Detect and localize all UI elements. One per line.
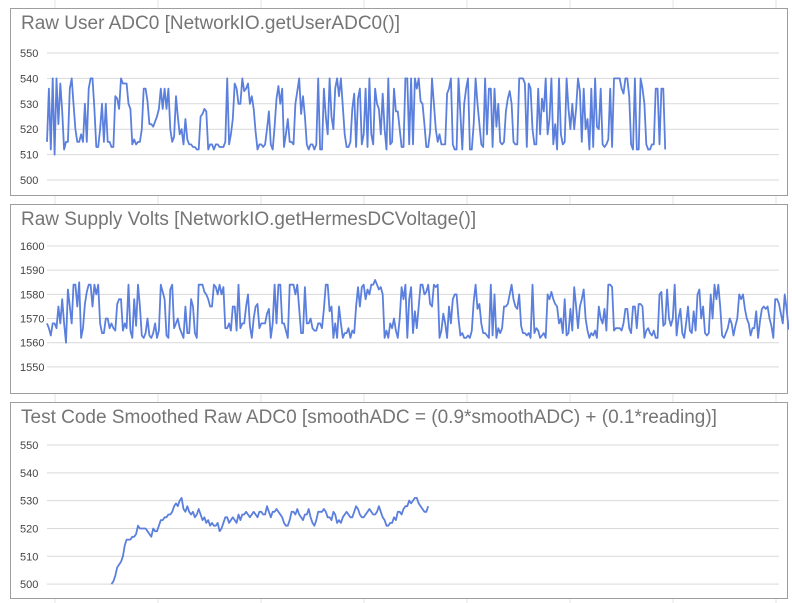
y-tick-label: 540 [20, 73, 38, 85]
y-tick-label: 510 [20, 150, 38, 162]
y-tick-label: 540 [20, 468, 38, 480]
chart-panel-user-adc0[interactable]: 500 510 520 530 540 550 Raw User ADC0 [Networ… [10, 8, 788, 196]
y-tick-label: 530 [20, 496, 38, 508]
series-line [46, 77, 667, 156]
y-tick-label: 1580 [20, 289, 44, 301]
series-line [110, 497, 430, 585]
y-tick-label: 1560 [20, 338, 44, 350]
supply-volts-plot: 1550 1560 1570 1580 1590 1600 [20, 241, 789, 374]
y-tick-label: 520 [20, 124, 38, 136]
smoothed-adc0-plot: 500 510 520 530 540 550 [20, 440, 779, 591]
chart-title: Raw User ADC0 [NetworkIO.getUserADC0()] [21, 13, 401, 34]
y-tick-label: 500 [20, 175, 38, 187]
user-adc0-plot: 500 510 520 530 540 550 [20, 48, 779, 187]
y-tick-label: 550 [20, 440, 38, 452]
chart-panel-smoothed-adc0[interactable]: 500 510 520 530 540 550 Test Code Smoothed Ra… [10, 402, 788, 599]
chart-title: Raw Supply Volts [NetworkIO.getHermesDCV… [21, 209, 477, 230]
y-tick-label: 510 [20, 551, 38, 563]
y-tick-label: 1570 [20, 314, 44, 326]
y-tick-label: 1590 [20, 265, 44, 277]
series-line [46, 279, 789, 344]
chart-panel-supply-volts[interactable]: 1550 1560 1570 1580 1590 1600 Raw Supply Volt… [10, 204, 789, 394]
y-tick-label: 500 [20, 579, 38, 591]
y-tick-label: 1600 [20, 241, 44, 253]
y-tick-label: 530 [20, 99, 38, 111]
y-tick-label: 1550 [20, 362, 44, 374]
y-tick-label: 520 [20, 523, 38, 535]
y-tick-label: 550 [20, 48, 38, 60]
chart-title: Test Code Smoothed Raw ADC0 [smoothADC =… [21, 407, 717, 428]
